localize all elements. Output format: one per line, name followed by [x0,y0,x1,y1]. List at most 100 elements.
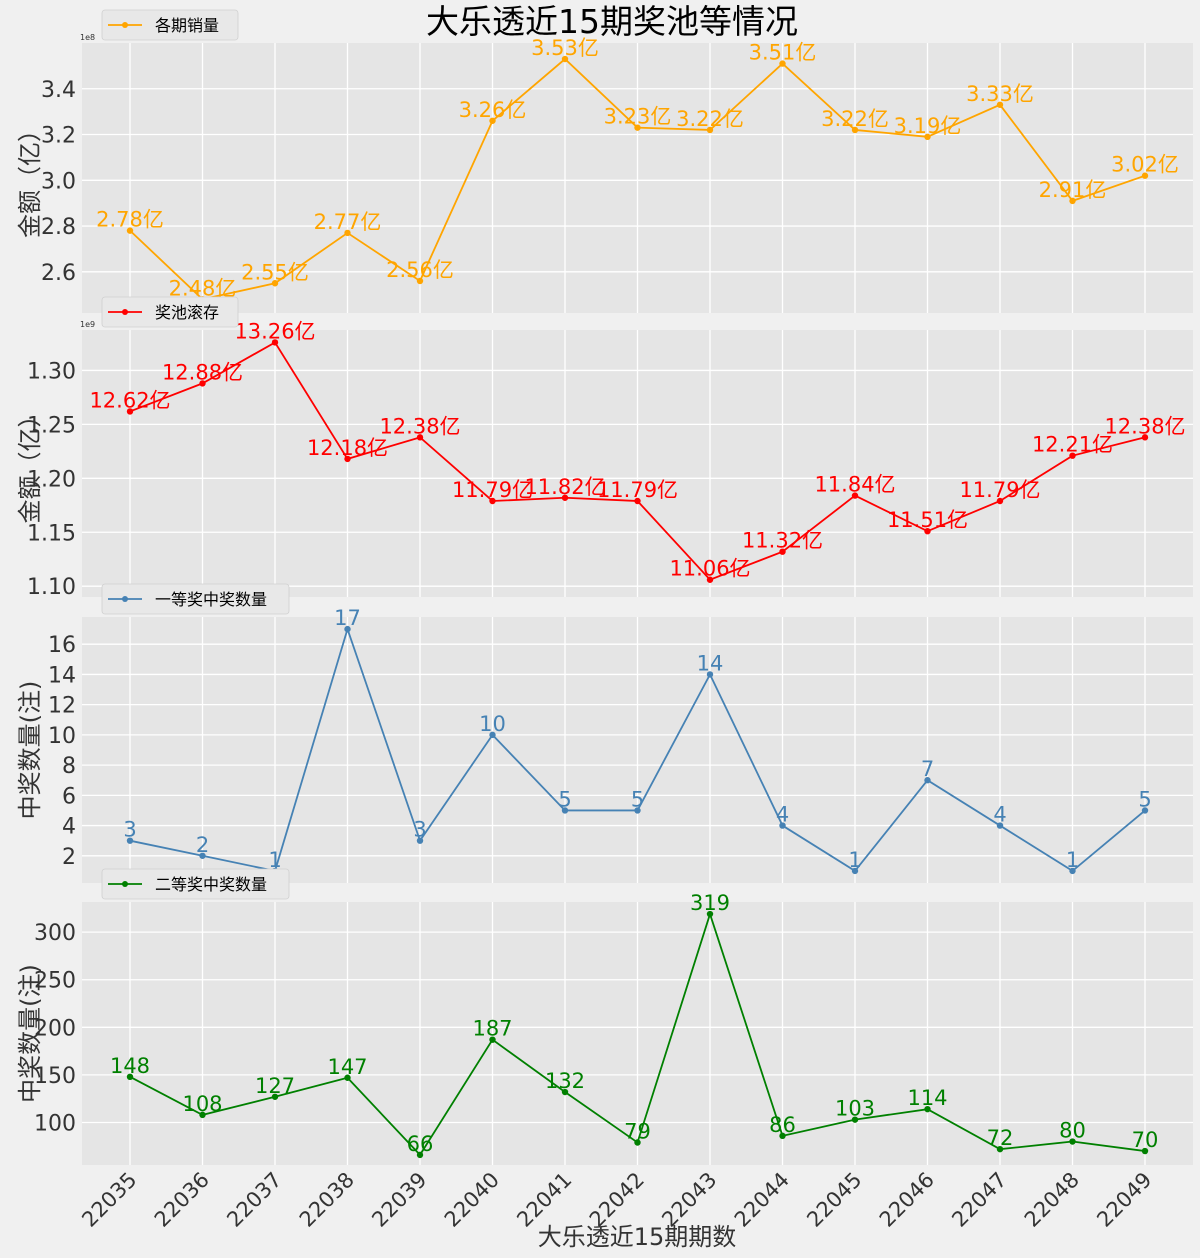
panel-2-data-label: 12.88亿 [162,360,243,384]
panel-3-y-tick-label: 6 [62,784,76,809]
panel-1-data-point [489,117,496,124]
panel-3-data-label: 1 [1066,848,1079,872]
panel-1-data-label: 3.02亿 [1111,153,1179,177]
panel-3-data-point [1141,807,1149,814]
panel-1-data-label: 2.77亿 [314,210,382,234]
panel-2-data-point [416,434,424,441]
panel-2-y-tick-label: 1.10 [27,575,76,600]
chart-title: 大乐透近15期奖池等情况 [426,2,798,41]
panel-1-data-label: 3.26亿 [459,98,527,122]
panel-1-legend-box [101,9,239,41]
panel-3-data-label: 3 [413,818,426,842]
panel-2-data-point [271,339,279,346]
panel-1-data-point [996,101,1004,108]
panel-4-data-label: 72 [987,1126,1014,1150]
panel-1-scale-text: 1e8 [80,33,95,42]
panel-3-data-point [561,807,569,814]
panel-4-data-label: 103 [835,1097,875,1121]
x-tick-label: 22040 [440,1168,504,1232]
panel-1-y-axis-label: 金额（亿） [16,118,44,238]
panel-3-data-point [1069,867,1076,875]
panel-1-data-label: 2.48亿 [169,276,237,300]
panel-4-y-tick-label: 200 [34,1016,76,1041]
panel-1-data-point [924,133,931,141]
panel-4-data-point [924,1105,931,1113]
panel-2-data-point [1069,452,1076,459]
panel-3-data-point [416,837,424,844]
x-tick-label: 22048 [1020,1168,1084,1232]
panel-2-data-label: 12.62亿 [89,388,170,412]
x-tick-label: 22039 [367,1168,431,1232]
panel-2-scale-text: 1e9 [80,320,95,329]
panel-2-data-point [779,548,786,555]
panel-2-data-point [996,497,1004,505]
panel-1-data-point [1069,197,1076,205]
panel-2-data-point [561,494,569,501]
panel-1-data-point [851,126,859,134]
panel-3-data-point [924,777,931,784]
panel-4-data-label: 80 [1059,1119,1086,1143]
panel-2-data-label: 11.79亿 [597,478,678,502]
panel-4-data-point [996,1145,1004,1153]
x-tick-label: 22036 [150,1168,214,1232]
panel-4-data-point [561,1088,569,1096]
panel-4-y-tick-label: 100 [34,1111,76,1136]
panel-1-data-label: 2.56亿 [386,258,454,282]
panel-1-data-label: 2.55亿 [241,260,309,284]
panel-2-data-label: 12.38亿 [1104,414,1185,438]
panel-4-data-point [706,910,714,918]
panel-4-data-point [634,1139,641,1146]
panel-3-y-tick-label: 2 [62,845,76,870]
panel-1-data-point [561,55,569,63]
panel-1-data-label: 2.91亿 [1039,178,1107,202]
x-tick-label: 22046 [875,1168,939,1232]
x-tick-label: 22044 [730,1168,794,1232]
panel-4-y-tick-label: 150 [34,1064,76,1089]
panel-3-y-tick-label: 14 [48,663,76,688]
panel-1-data-point [126,227,134,234]
panel-4-data-label: 108 [182,1092,222,1116]
panel-2-data-label: 13.26亿 [234,319,315,343]
panel-3-y-tick-label: 10 [48,724,76,749]
panel-4-data-label: 148 [110,1054,150,1078]
panel-2-data-label: 12.18亿 [307,436,388,460]
panel-1-data-point [706,126,714,134]
x-tick-label: 22045 [802,1168,866,1232]
panel-1-data-label: 3.22亿 [676,107,744,131]
panel-2-legend: 奖池滚存 [101,296,239,328]
panel-3-y-tick-label: 4 [62,815,76,840]
panel-2-data-label: 12.38亿 [379,414,460,438]
panel-4-y-axis-label: 中奖数量(注) [16,964,44,1103]
panel-3-data-label: 2 [196,833,209,857]
panel-2-legend-box [101,296,239,328]
panel-2-data-point [1141,434,1149,441]
panel-4-data-label: 114 [907,1086,947,1110]
panel-1-data-point [271,280,279,287]
panel-2-data-label: 11.32亿 [742,529,823,553]
panel-3-y-tick-label: 12 [48,694,76,719]
panel-2-group: 1.10 1.15 1.20 1.25 1.30 1e9 金额（亿） 12.62亿 12.88亿… [16,296,1193,600]
panel-4-data-label: 187 [472,1017,512,1041]
panel-4-data-point [851,1116,859,1123]
panel-4-data-point [779,1132,786,1140]
x-tick-label: 22035 [77,1168,141,1232]
panel-4-legend-box [101,868,290,900]
panel-3-legend-label: 一等奖中奖数量 [155,590,267,609]
panel-1-data-label: 3.23亿 [604,105,672,129]
panel-4-data-point [1069,1138,1076,1145]
panel-4-y-tick-label: 250 [34,969,76,994]
panel-3-legend-marker [122,596,128,602]
panel-4-data-point [1141,1147,1149,1155]
panel-3-data-label: 14 [697,651,724,675]
panel-3-data-point [344,625,351,633]
panel-2-y-axis-label: 金额（亿） [16,404,44,524]
panel-1-data-label: 3.51亿 [749,41,817,65]
panel-1-data-label: 2.78亿 [96,208,164,232]
panel-1-y-tick-label: 2.8 [41,215,76,240]
panel-4-data-point [199,1111,206,1119]
panel-2-data-label: 11.79亿 [959,478,1040,502]
panel-3-data-label: 4 [993,803,1006,827]
